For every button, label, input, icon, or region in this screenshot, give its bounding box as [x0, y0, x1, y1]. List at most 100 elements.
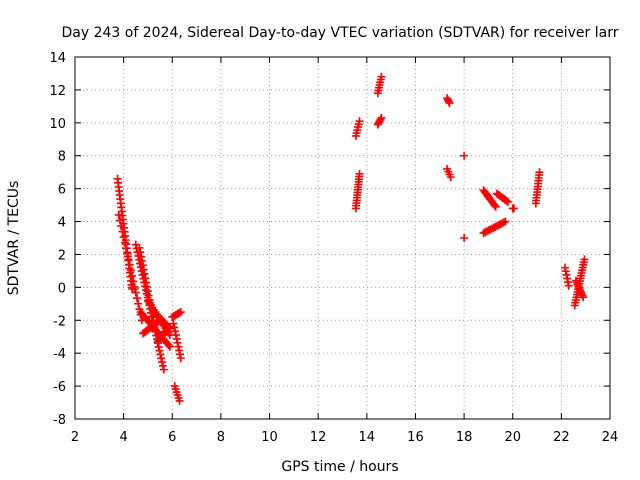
data-point — [117, 222, 126, 231]
x-tick-label: 16 — [407, 430, 424, 445]
x-tick-label: 20 — [504, 430, 521, 445]
data-point — [114, 210, 123, 219]
data-point — [176, 354, 185, 363]
x-tick-label: 8 — [217, 430, 225, 445]
data-point — [444, 97, 453, 106]
data-point — [174, 309, 183, 318]
data-point — [156, 350, 165, 359]
data-point — [501, 217, 510, 226]
x-tick-label: 10 — [261, 430, 278, 445]
data-point — [503, 197, 512, 206]
axis-ticks — [74, 56, 611, 420]
data-point — [133, 294, 142, 303]
data-point — [579, 293, 588, 302]
data-point — [376, 115, 385, 124]
data-point — [535, 168, 544, 177]
data-point — [445, 99, 454, 108]
data-point — [171, 327, 180, 336]
x-tick-label: 18 — [456, 430, 473, 445]
data-point — [460, 234, 469, 242]
data-point — [140, 269, 149, 278]
x-tick-label: 24 — [602, 430, 619, 445]
data-point — [499, 218, 508, 227]
y-tick-label: 10 — [49, 117, 66, 132]
data-point — [134, 299, 143, 308]
y-tick-label: 8 — [58, 150, 66, 165]
data-point — [169, 319, 178, 328]
data-markers — [113, 72, 589, 405]
data-point — [575, 284, 584, 293]
x-tick-label: 2 — [71, 430, 79, 445]
data-point — [141, 274, 150, 283]
x-tick-label: 14 — [359, 430, 376, 445]
y-tick-label: -6 — [53, 380, 66, 395]
data-point — [138, 261, 147, 270]
data-point — [377, 72, 386, 81]
data-point — [174, 342, 183, 351]
data-point — [163, 324, 172, 333]
data-point — [119, 233, 128, 242]
data-point — [175, 346, 184, 355]
data-point — [135, 243, 144, 252]
data-point — [574, 282, 583, 291]
data-point — [576, 287, 585, 296]
data-point — [159, 365, 168, 374]
y-tick-label: -8 — [53, 413, 66, 428]
data-point — [125, 260, 134, 269]
y-tick-label: 14 — [49, 51, 66, 66]
data-point — [571, 276, 580, 285]
x-tick-label: 12 — [310, 430, 327, 445]
data-point — [158, 358, 167, 367]
data-point — [155, 346, 164, 355]
data-point — [173, 338, 182, 347]
data-point — [377, 113, 386, 122]
data-point — [143, 287, 152, 296]
data-point — [142, 282, 151, 291]
y-axis-label: SDTVAR / TECUs — [6, 181, 22, 296]
x-tick-label: 22 — [553, 430, 570, 445]
data-point — [115, 216, 124, 225]
data-point — [124, 255, 133, 264]
data-point — [490, 201, 499, 210]
y-tick-label: -4 — [53, 347, 66, 362]
data-point — [170, 323, 179, 332]
y-tick-label: 6 — [58, 183, 66, 198]
data-point — [131, 288, 140, 297]
data-point — [165, 342, 174, 351]
data-point — [446, 173, 455, 182]
data-point — [508, 204, 517, 213]
data-point — [158, 361, 167, 370]
data-point — [355, 117, 364, 126]
y-tick-label: 2 — [58, 248, 66, 263]
data-point — [120, 238, 129, 247]
y-tick-label: 4 — [58, 216, 66, 231]
data-point — [175, 396, 184, 405]
data-point — [491, 202, 500, 211]
y-tick-label: 0 — [58, 281, 66, 296]
chart-title: Day 243 of 2024, Sidereal Day-to-day VTE… — [62, 25, 619, 41]
data-point — [137, 256, 146, 265]
data-point — [171, 331, 180, 340]
data-point — [139, 265, 148, 274]
data-point — [123, 249, 132, 258]
data-point — [564, 281, 573, 290]
data-point — [129, 277, 138, 286]
data-point — [154, 342, 163, 351]
y-tick-label: 12 — [49, 84, 66, 99]
data-point — [128, 271, 137, 280]
x-axis-label: GPS time / hours — [281, 459, 398, 475]
data-point — [577, 289, 586, 298]
plot-frame — [74, 56, 611, 420]
data-point — [157, 354, 166, 363]
x-tick-label: 6 — [168, 430, 176, 445]
data-point — [136, 248, 145, 257]
data-point — [460, 151, 469, 160]
data-point — [126, 266, 135, 275]
data-point — [175, 350, 184, 359]
data-point — [164, 340, 173, 349]
data-point — [122, 244, 131, 253]
x-tick-label: 4 — [119, 430, 127, 445]
data-point — [130, 285, 139, 294]
